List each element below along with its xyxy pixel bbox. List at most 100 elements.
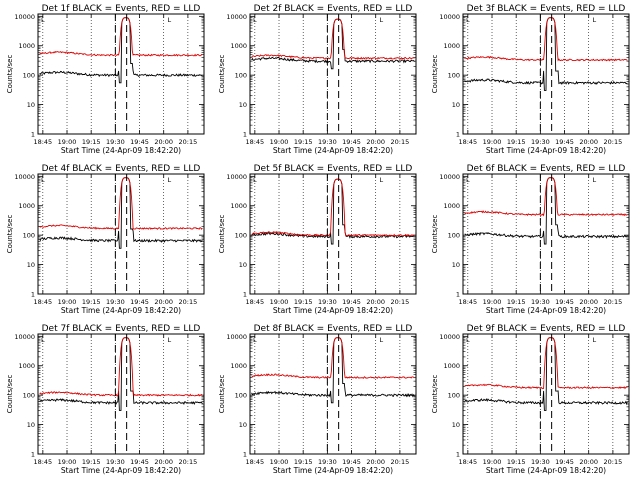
x-axis-label: Start Time (24-Apr-09 18:42:20) [273,466,393,475]
x-axis-label: Start Time (24-Apr-09 18:42:20) [486,146,606,155]
plot-frame [249,333,417,455]
events-series-line [464,337,628,411]
x-axis-label: Start Time (24-Apr-09 18:42:20) [61,306,181,315]
x-axis-label: Start Time (24-Apr-09 18:42:20) [273,146,393,155]
corner-mark-left: L [253,336,257,344]
corner-mark-right: L [379,16,383,24]
plot-frame [37,333,205,455]
corner-mark-right: L [592,16,596,24]
panel-title: Det 2f BLACK = Events, RED = LLD [254,4,413,14]
panel-det-4f: Det 4f BLACK = Events, RED = LLD 18:45 19:… [6,164,205,315]
y-tick-label: 10000 [439,333,460,341]
x-axis-label: Start Time (24-Apr-09 18:42:20) [61,466,181,475]
corner-mark-left: L [253,176,257,184]
x-tick-label: 19:00 [270,138,289,146]
x-tick-label: 19:30 [318,298,337,306]
y-tick-label: 10000 [14,333,35,341]
y-axis-label: Counts/sec [6,375,14,414]
x-tick-label: 19:15 [507,458,526,466]
y-tick-label: 10 [452,421,460,429]
x-tick-label: 20:15 [179,298,198,306]
x-axis-label: Start Time (24-Apr-09 18:42:20) [61,146,181,155]
panel-title: Det 4f BLACK = Events, RED = LLD [42,164,201,174]
y-tick-label: 10 [239,101,247,109]
plot-frame [462,333,630,455]
y-tick-label: 10 [452,261,460,269]
y-tick-label: 10000 [14,13,35,21]
y-tick-label: 100 [235,72,247,80]
x-axis-label: Start Time (24-Apr-09 18:42:20) [486,466,606,475]
y-tick-label: 10000 [226,333,247,341]
x-tick-label: 19:45 [555,138,574,146]
y-tick-label: 1 [31,291,35,299]
x-tick-label: 19:45 [342,458,361,466]
y-tick-label: 10000 [439,173,460,181]
x-tick-label: 20:00 [579,458,598,466]
x-tick-label: 20:15 [179,458,198,466]
y-tick-label: 1000 [18,202,35,210]
y-tick-label: 1000 [18,42,35,50]
panel-det-6f: Det 6f BLACK = Events, RED = LLD 18:45 19:… [431,164,630,315]
y-tick-label: 1 [456,291,460,299]
y-tick-label: 1000 [443,42,460,50]
x-tick-label: 18:45 [245,458,264,466]
y-tick-label: 1 [243,131,247,139]
y-tick-label: 10 [239,421,247,429]
x-tick-label: 20:00 [366,458,385,466]
x-tick-label: 18:45 [33,298,52,306]
events-series-line [39,337,203,411]
y-axis-label: Counts/sec [431,375,439,414]
y-tick-label: 10 [27,101,35,109]
y-tick-label: 1000 [443,362,460,370]
y-axis-label: Counts/sec [218,55,226,94]
x-tick-label: 20:15 [391,138,410,146]
y-tick-label: 100 [23,392,35,400]
plot-frame [37,173,205,295]
x-tick-label: 19:30 [106,458,125,466]
events-series-line [251,178,415,245]
corner-mark-left: L [41,16,45,24]
panel-det-2f: Det 2f BLACK = Events, RED = LLD 18:45 19:… [218,4,417,155]
panel-title: Det 5f BLACK = Events, RED = LLD [254,164,413,174]
x-tick-label: 20:00 [579,298,598,306]
corner-mark-right: L [167,176,171,184]
y-tick-label: 10 [452,101,460,109]
y-tick-label: 10 [27,261,35,269]
x-tick-label: 19:00 [270,298,289,306]
x-tick-label: 19:30 [318,458,337,466]
y-tick-label: 1 [243,451,247,459]
y-tick-label: 1000 [18,362,35,370]
x-tick-label: 18:45 [245,138,264,146]
x-tick-label: 19:15 [294,458,313,466]
x-tick-label: 20:15 [179,138,198,146]
panel-title: Det 6f BLACK = Events, RED = LLD [467,164,626,174]
events-series-line [39,17,203,84]
corner-mark-left: L [466,336,470,344]
y-tick-label: 1000 [443,202,460,210]
panel-det-8f: Det 8f BLACK = Events, RED = LLD 18:45 19:… [218,324,417,475]
x-tick-label: 19:15 [507,138,526,146]
y-tick-label: 1 [456,131,460,139]
corner-mark-left: L [41,336,45,344]
x-tick-label: 18:45 [458,138,477,146]
x-tick-label: 20:15 [604,298,623,306]
y-tick-label: 10000 [226,173,247,181]
corner-mark-right: L [379,336,383,344]
panel-title: Det 9f BLACK = Events, RED = LLD [467,324,626,334]
x-tick-label: 18:45 [458,298,477,306]
x-tick-label: 20:00 [579,138,598,146]
y-tick-label: 1 [243,291,247,299]
plot-frame [462,13,630,135]
x-tick-label: 19:00 [58,458,77,466]
y-tick-label: 100 [235,232,247,240]
y-axis-label: Counts/sec [6,215,14,254]
lld-series-line [39,17,203,57]
y-axis-label: Counts/sec [431,55,439,94]
corner-mark-left: L [466,176,470,184]
events-series-line [39,177,203,249]
y-tick-label: 10 [239,261,247,269]
y-axis-label: Counts/sec [218,215,226,254]
panel-det-5f: Det 5f BLACK = Events, RED = LLD 18:45 19:… [218,164,417,315]
lld-series-line [251,178,415,237]
